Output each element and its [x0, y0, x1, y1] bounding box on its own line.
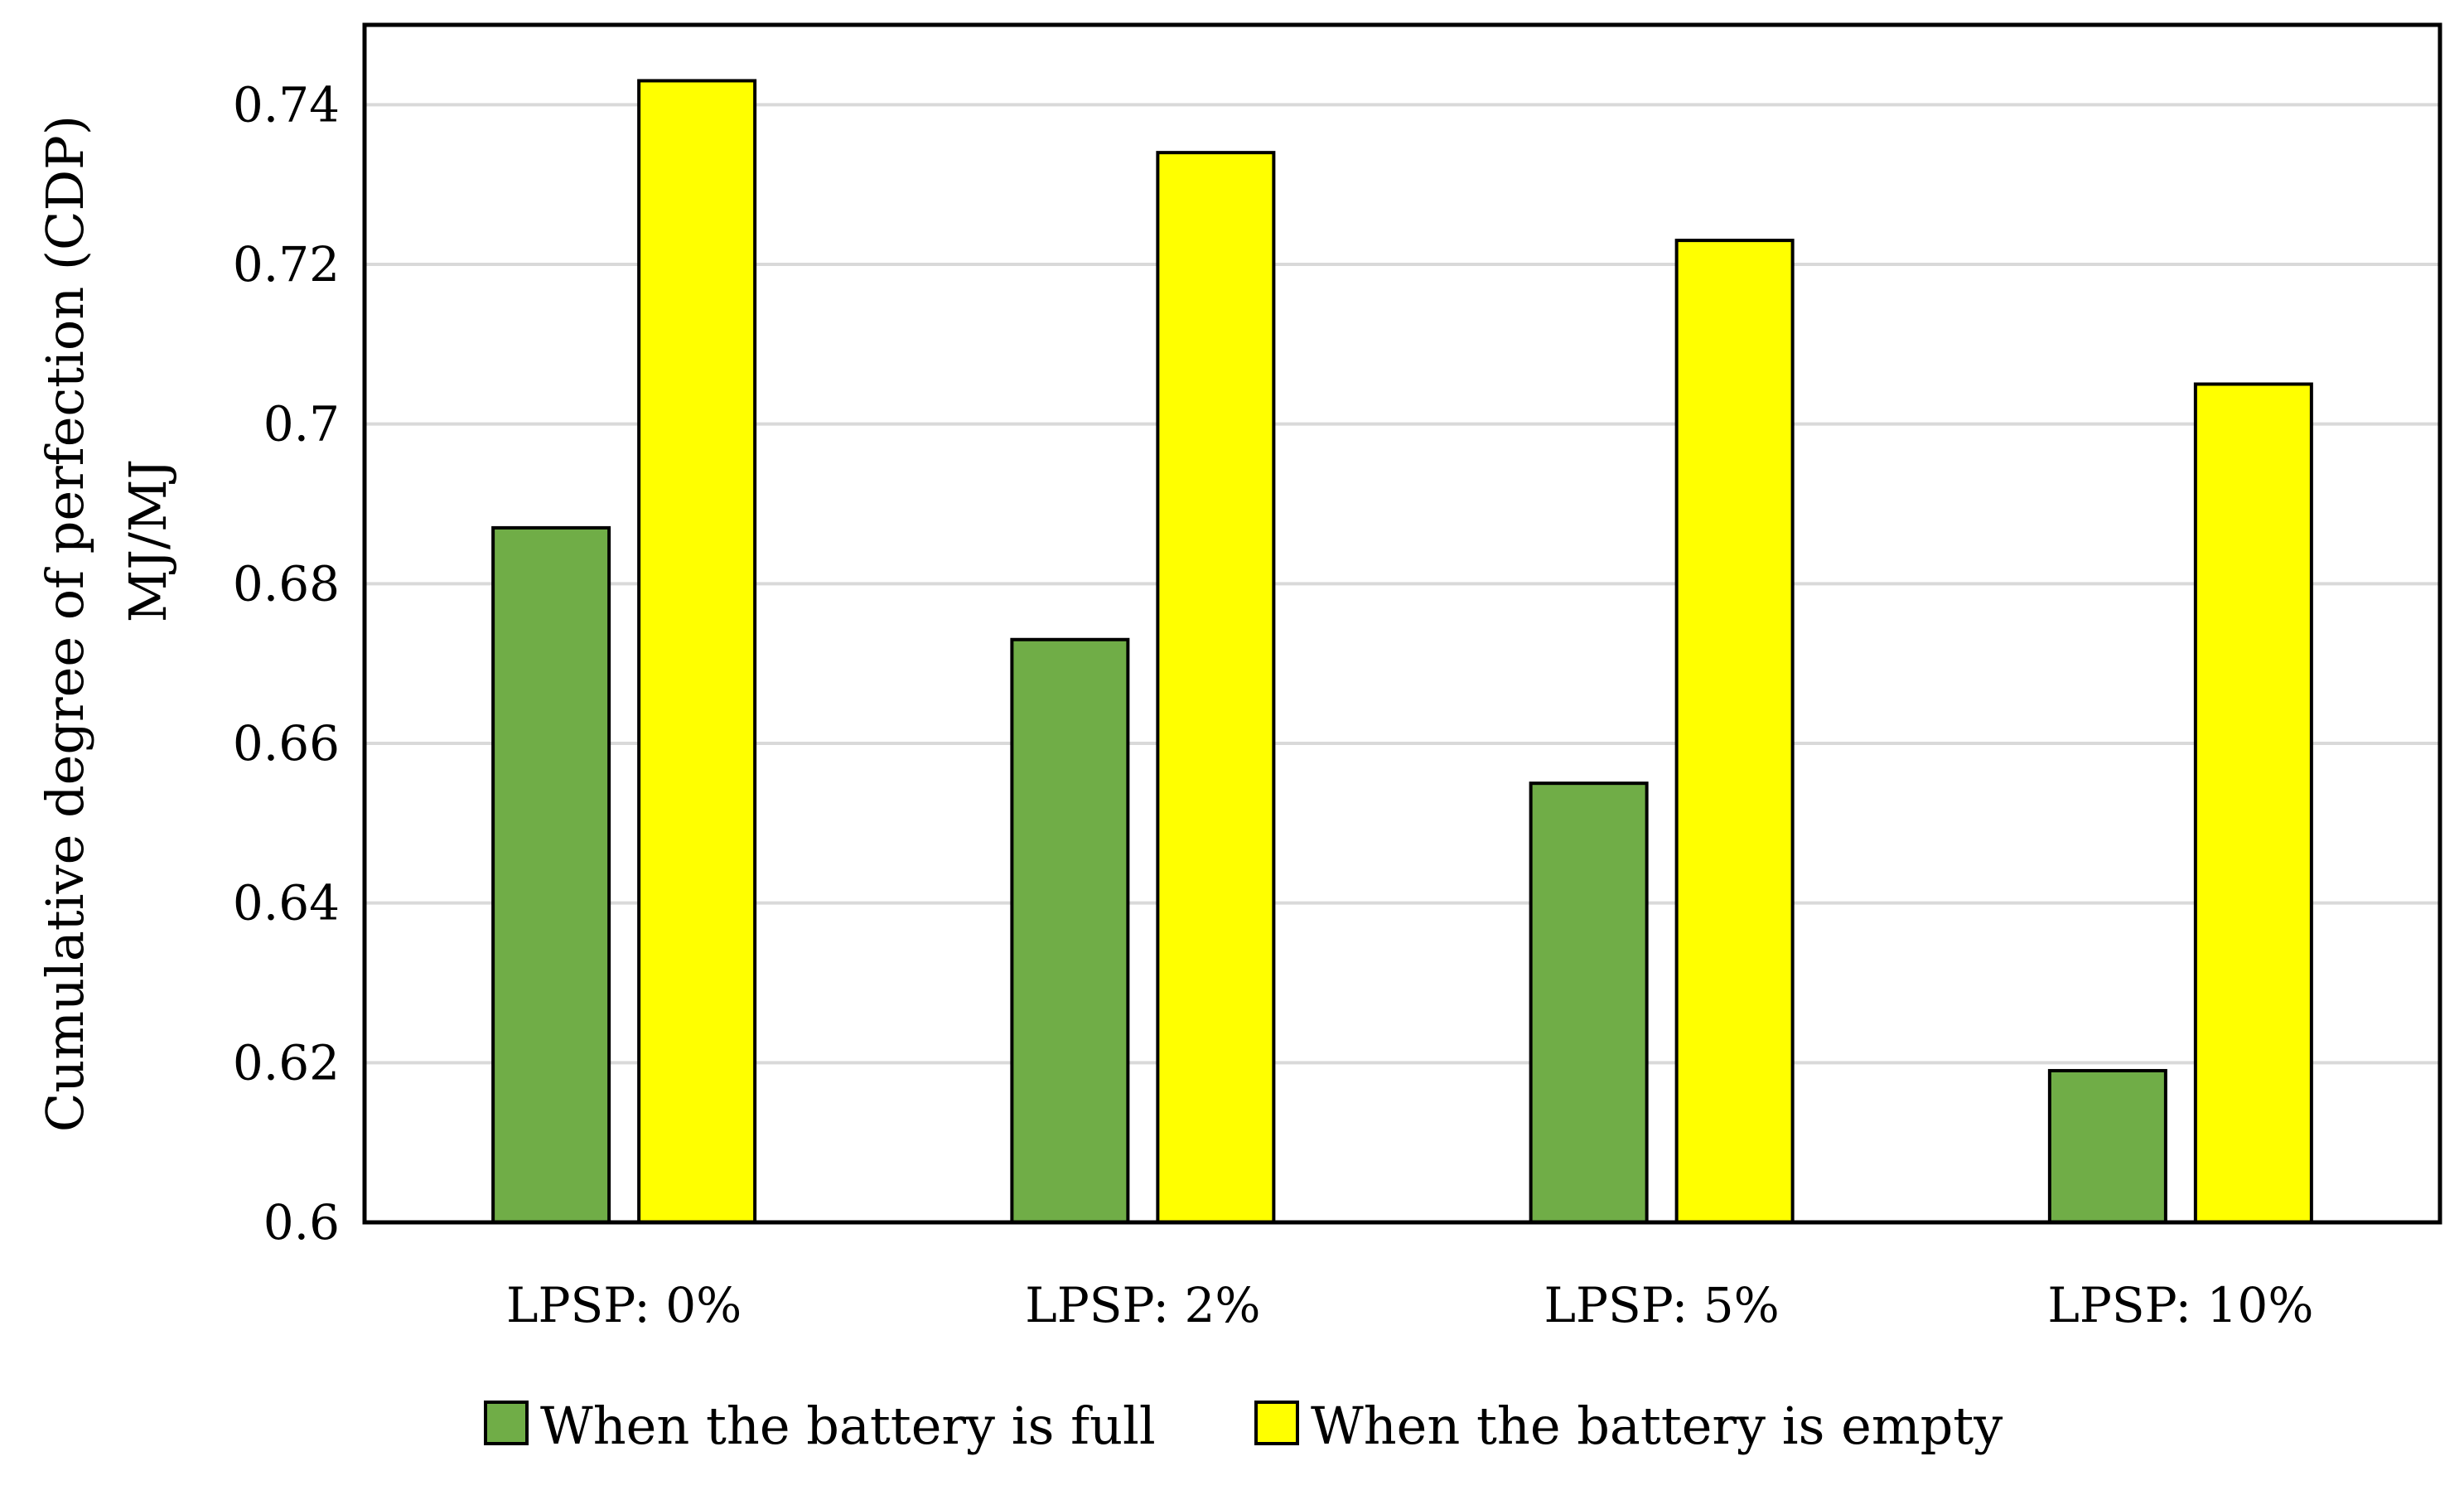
plot-area-frame [362, 22, 2442, 1225]
y-axis-title-line-2: MJ/MJ [118, 459, 178, 623]
bar-battery-empty-3 [2193, 382, 2313, 1224]
bar-battery-full-1 [1010, 637, 1130, 1224]
y-tick-label: 0.6 [263, 1194, 340, 1251]
y-tick-label: 0.64 [233, 875, 340, 931]
legend-swatch-battery-empty [1254, 1401, 1299, 1445]
bar-battery-full-3 [2047, 1068, 2167, 1225]
y-tick-label: 0.68 [233, 555, 340, 612]
y-tick-label: 0.66 [233, 715, 340, 772]
bar-battery-full-2 [1529, 781, 1649, 1224]
x-tick-label: LPSP: 10% [2047, 1277, 2313, 1333]
legend: When the battery is full When the batter… [484, 1396, 2003, 1456]
x-tick-label: LPSP: 2% [1025, 1277, 1260, 1333]
bar-battery-full-0 [491, 525, 611, 1224]
bars [491, 79, 2313, 1225]
y-tick-label: 0.74 [233, 76, 340, 133]
legend-label-battery-empty: When the battery is empty [1311, 1396, 2003, 1456]
y-axis-ticks: 0.6 0.62 0.64 0.66 0.68 0.7 0.72 0.74 [233, 76, 340, 1251]
bar-battery-empty-2 [1674, 239, 1795, 1225]
legend-label-battery-full: When the battery is full [540, 1396, 1156, 1456]
y-axis-title: Cumulative degree of perfection (CDP) MJ… [35, 115, 178, 1132]
y-tick-label: 0.62 [233, 1034, 340, 1091]
bar-battery-empty-1 [1156, 151, 1276, 1225]
bar-battery-empty-0 [637, 79, 757, 1224]
x-axis-ticks: LPSP: 0% LPSP: 2% LPSP: 5% LPSP: 10% [506, 1277, 2313, 1333]
legend-swatch-battery-full [484, 1401, 529, 1445]
x-tick-label: LPSP: 0% [506, 1277, 742, 1333]
y-tick-label: 0.7 [263, 396, 340, 452]
x-tick-label: LPSP: 5% [1544, 1277, 1780, 1333]
y-tick-label: 0.72 [233, 236, 340, 293]
y-axis-title-line-1: Cumulative degree of perfection (CDP) [35, 115, 95, 1132]
